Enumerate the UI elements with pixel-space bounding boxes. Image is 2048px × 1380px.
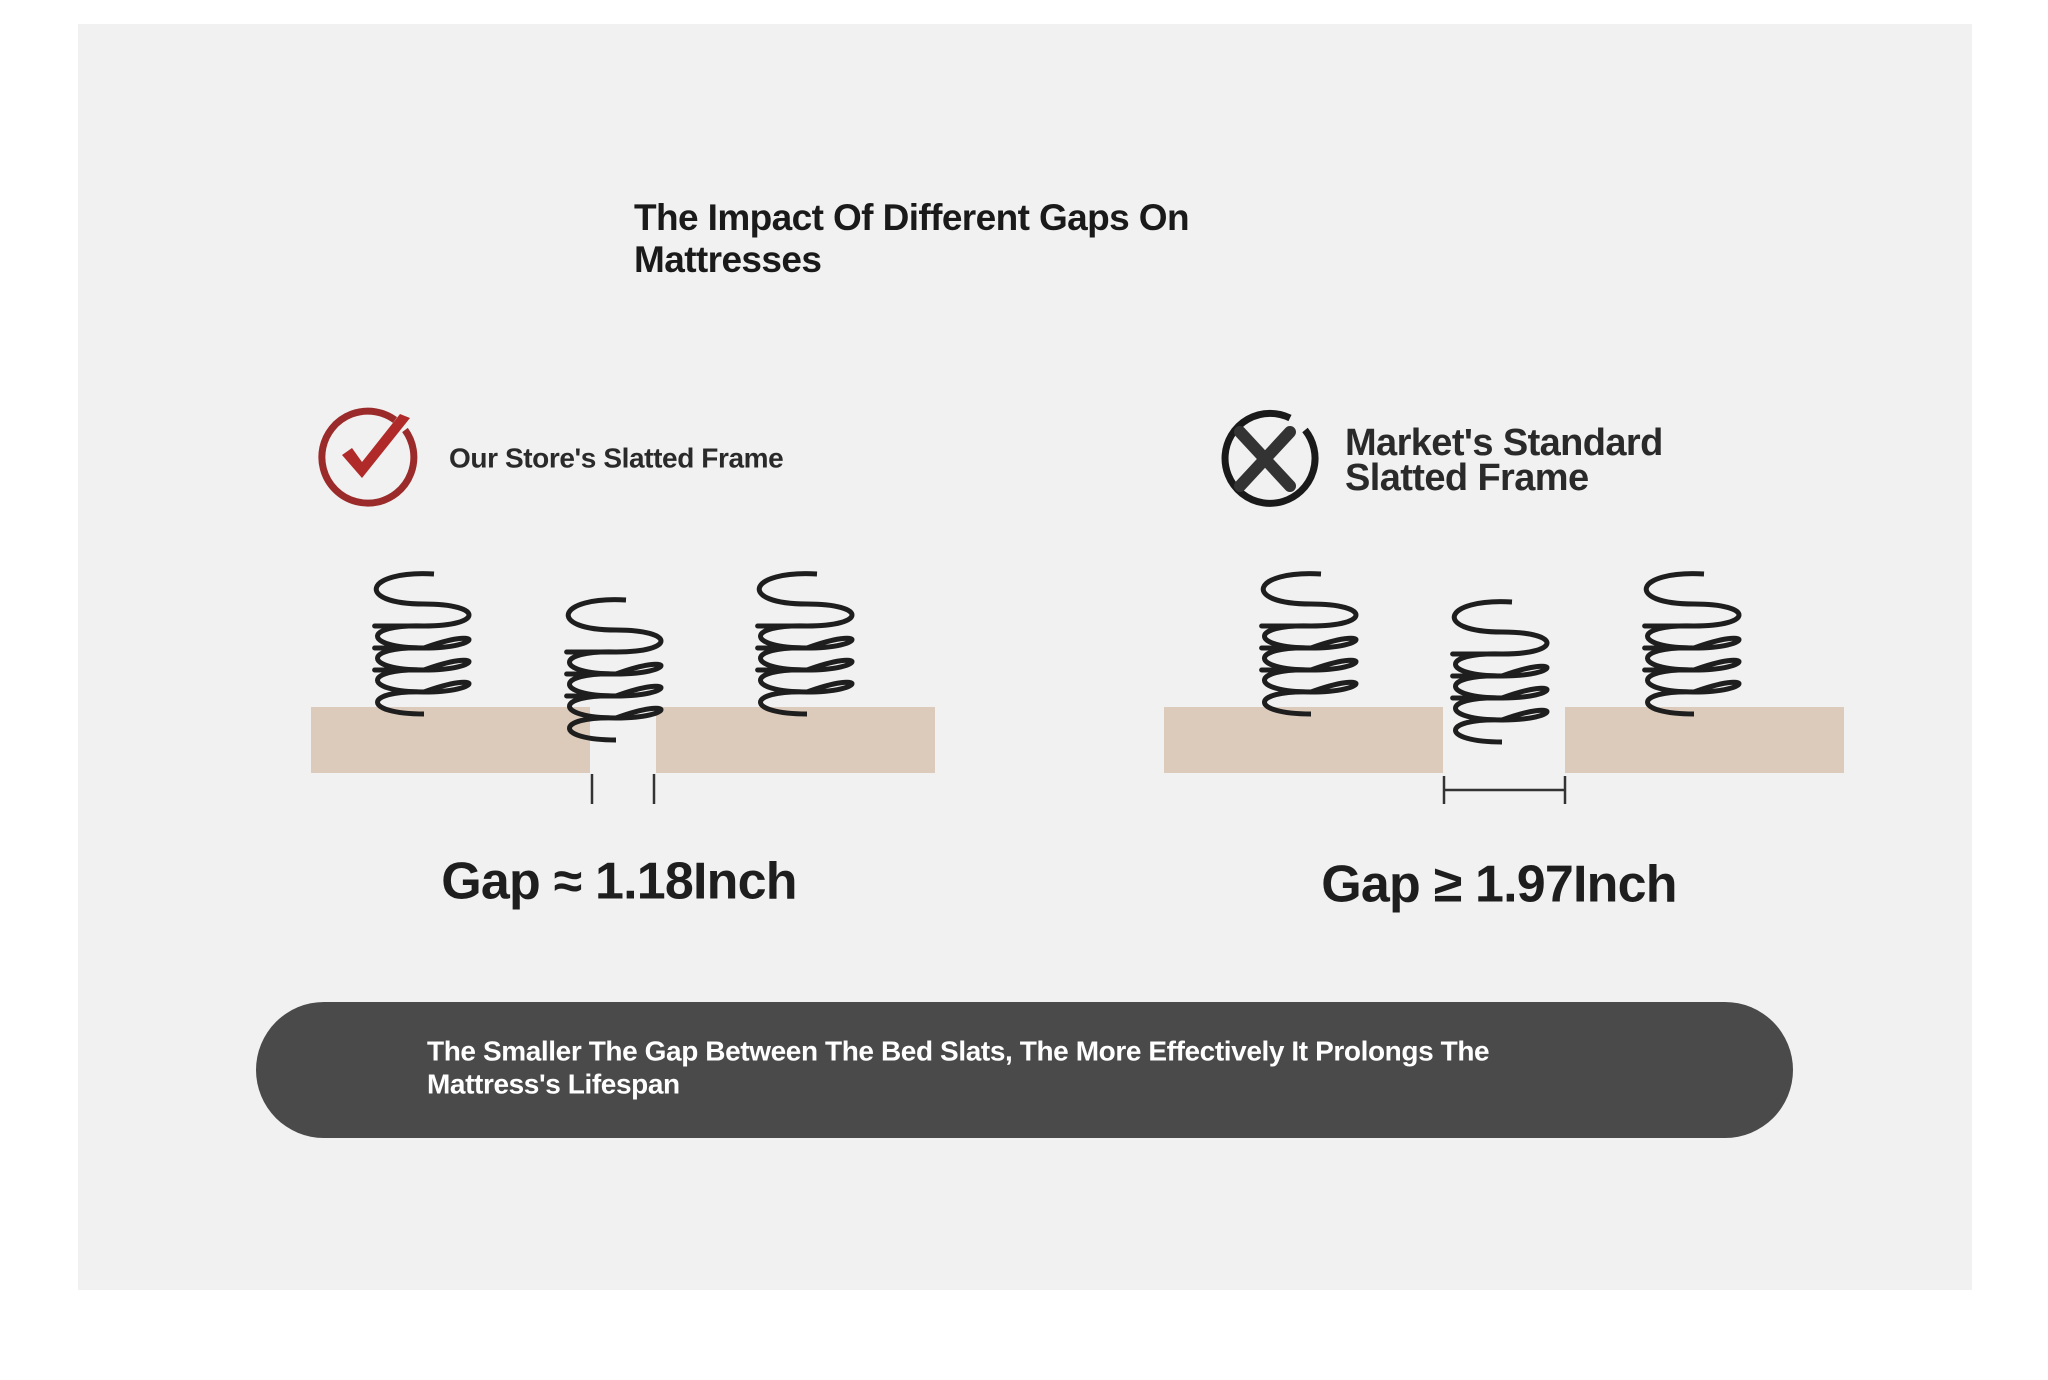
gap-marker <box>590 774 1567 804</box>
footer-pill <box>256 1002 1793 1138</box>
slat <box>1164 707 1443 773</box>
spring <box>372 571 472 717</box>
spring <box>564 597 664 743</box>
title-line: The Impact Of Different Gaps On <box>634 197 1189 238</box>
title-line: Mattresses <box>634 239 821 280</box>
spring <box>755 571 855 717</box>
gap-label: Gap ≥ 1.97Inch <box>1321 856 1676 914</box>
gap-label: Gap ≈ 1.18Inch <box>441 853 796 911</box>
slat <box>311 707 590 773</box>
spring <box>1642 571 1742 717</box>
spring <box>1450 599 1550 745</box>
panel-label: Slatted Frame <box>1345 457 1589 499</box>
panel-label: Our Store's Slatted Frame <box>449 442 783 473</box>
footer-text: Mattress's Lifespan <box>427 1068 680 1099</box>
slat <box>1565 707 1844 773</box>
panel-label: Market's Standard <box>1345 422 1663 464</box>
slat <box>656 707 935 773</box>
springs <box>372 571 1742 745</box>
footer-text: The Smaller The Gap Between The Bed Slat… <box>427 1035 1489 1066</box>
spring <box>1259 571 1359 717</box>
check-icon <box>318 407 418 507</box>
x-icon <box>1221 409 1319 507</box>
